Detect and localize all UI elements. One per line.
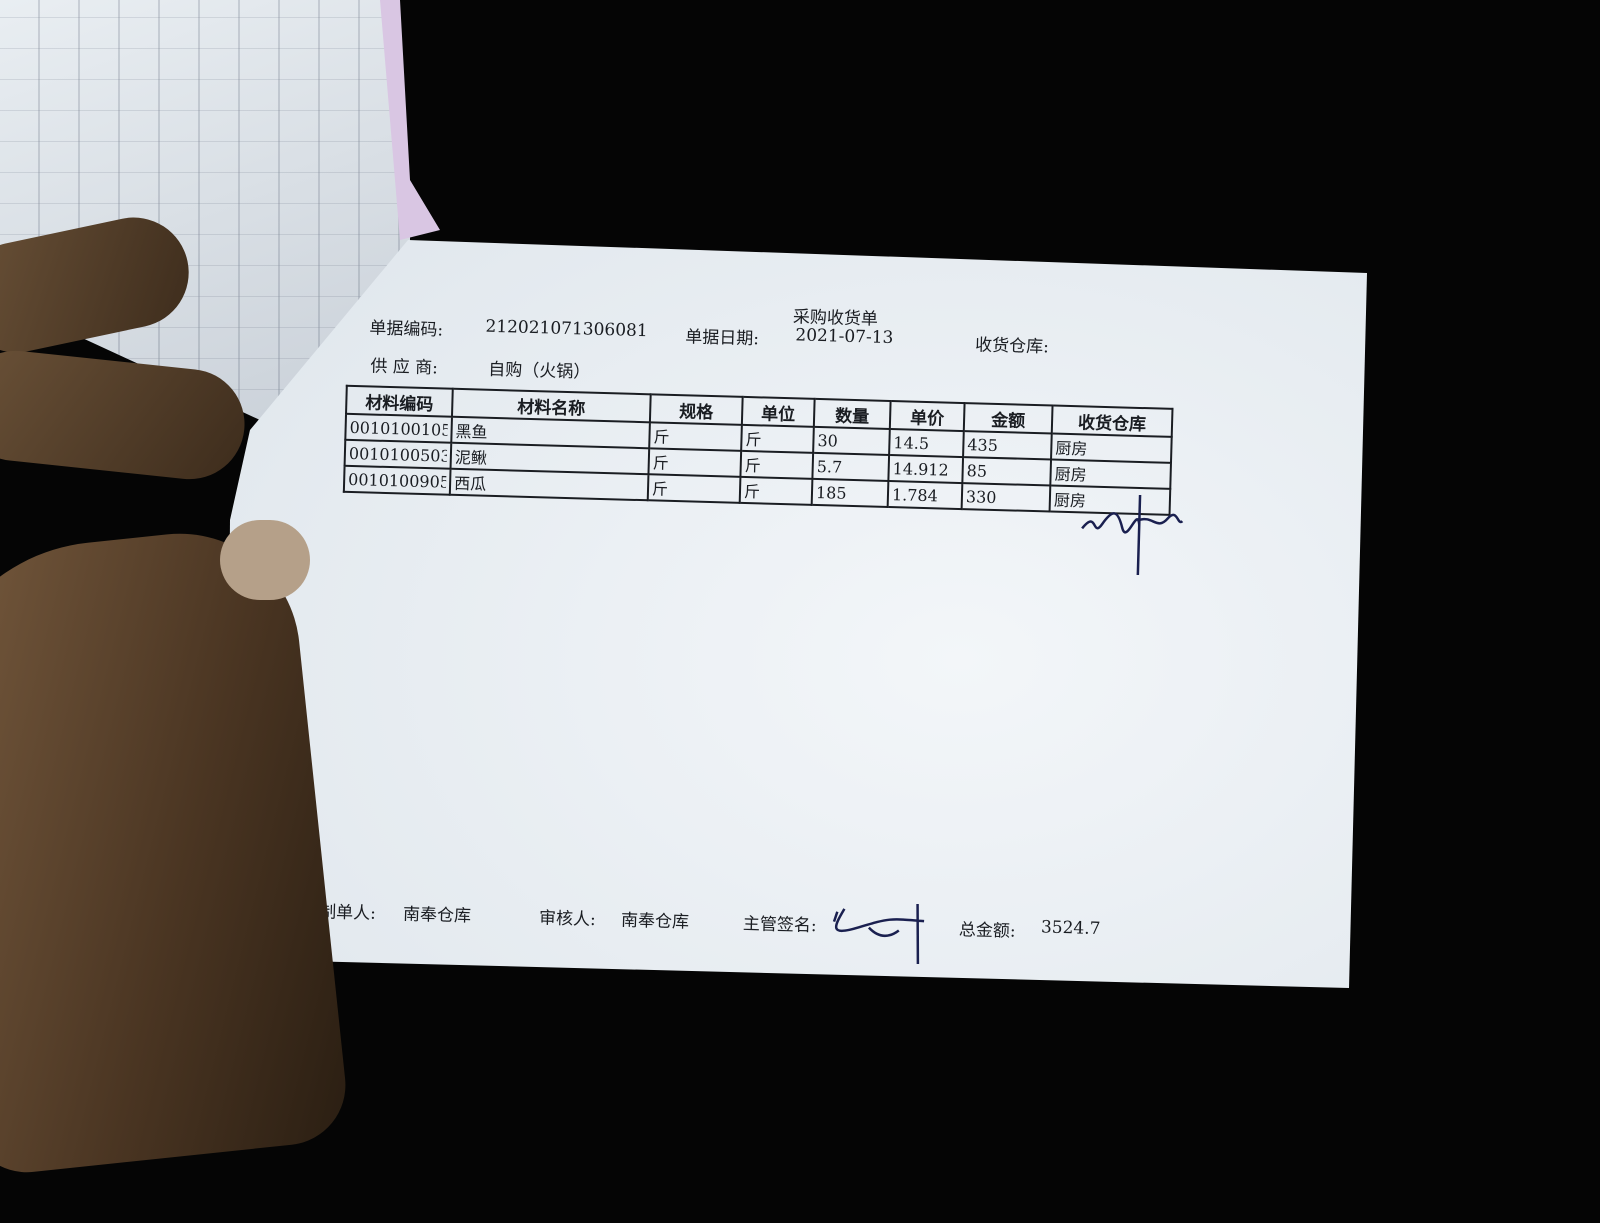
supervisor-signature (832, 903, 925, 964)
supplier: 自购（火锅） (488, 359, 591, 383)
quantity: 5.7 (812, 452, 890, 481)
unit-price: 1.784 (887, 480, 963, 510)
unit: 斤 (740, 450, 814, 479)
unit: 斤 (741, 424, 814, 453)
amount: 85 (962, 457, 1052, 486)
maker: 南奉仓库 (402, 904, 472, 927)
header-cell: 单价 (889, 401, 965, 432)
doc-no-label: 单据编码: (369, 318, 444, 341)
quantity: 30 (813, 426, 890, 455)
amount: 330 (961, 483, 1051, 512)
warehouse-label: 收货仓库: (974, 335, 1050, 358)
reviewer: 南奉仓库 (620, 910, 690, 933)
header-cell: 金额 (963, 403, 1053, 434)
total-label: 总金额: (958, 920, 1016, 942)
handwritten-signature (1081, 494, 1184, 576)
header-cell: 数量 (813, 398, 891, 429)
spec: 斤 (648, 448, 742, 477)
header-cell: 单位 (741, 396, 815, 427)
doc-date: 2021-07-13 (795, 325, 894, 349)
amount: 435 (963, 431, 1052, 460)
spec: 斤 (649, 422, 742, 451)
warehouse: 厨房 (1051, 433, 1172, 463)
doc-date-label: 单据日期: (685, 327, 760, 350)
header-cell: 规格 (649, 394, 743, 425)
material-name: 西瓜 (449, 468, 649, 501)
supplier-label: 供 应 商: (370, 356, 439, 379)
unit: 斤 (739, 476, 813, 505)
supervisor-label: 主管签名: (742, 914, 817, 937)
header-cell: 材料编码 (346, 385, 453, 417)
quantity: 185 (811, 478, 889, 507)
reviewer-label: 审核人: (538, 908, 597, 930)
unit-price: 14.5 (889, 428, 964, 458)
thumbnail (220, 520, 310, 600)
material-code: 0010100105 (349, 417, 448, 440)
warehouse: 厨房 (1050, 459, 1171, 489)
spec: 斤 (647, 474, 741, 503)
unit-price: 14.912 (888, 454, 964, 484)
material-code: 0010100503 (348, 443, 448, 466)
total-amount: 3524.7 (1040, 917, 1101, 940)
materials-table: 材料编码 材料名称 规格 单位 数量 单价 金额 收货仓库 0010100105… (343, 385, 1174, 516)
header-cell: 收货仓库 (1051, 405, 1173, 437)
doc-no: 212021071306081 (485, 316, 648, 342)
material-code: 0010100905 (347, 469, 447, 492)
